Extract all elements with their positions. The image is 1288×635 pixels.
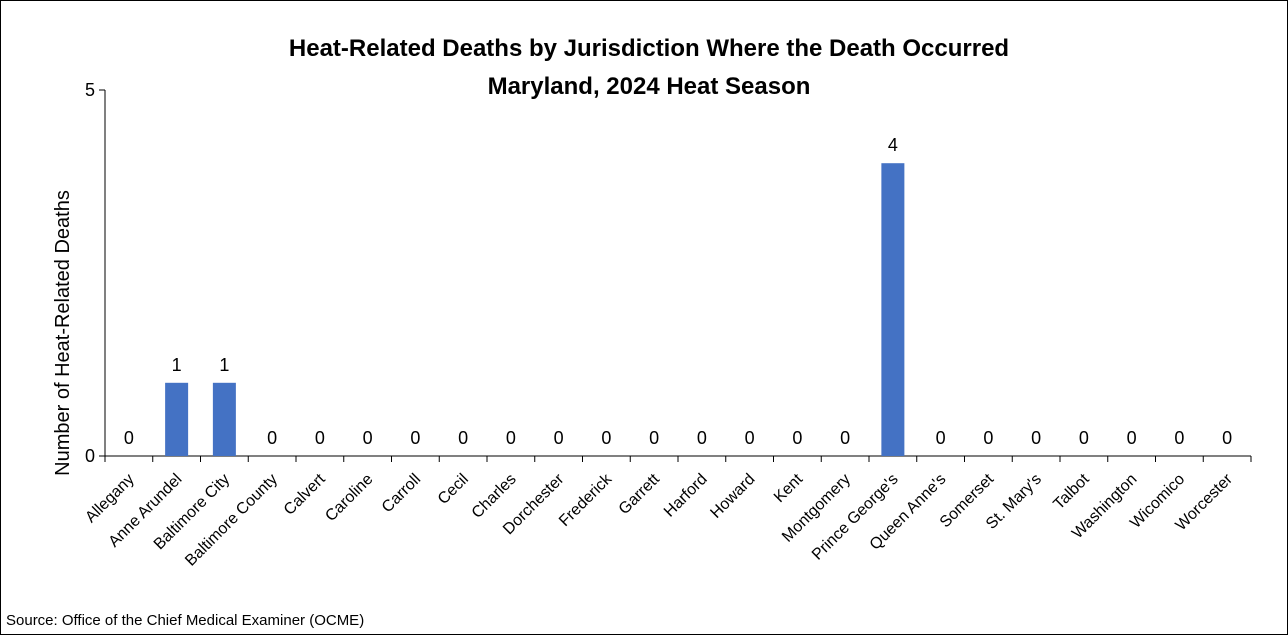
- data-label: 0: [792, 428, 802, 448]
- category-label: Howard: [707, 471, 758, 522]
- y-tick-label: 5: [85, 80, 95, 100]
- data-label: 0: [506, 428, 516, 448]
- data-label: 0: [124, 428, 134, 448]
- category-label: Prince George's: [809, 471, 902, 564]
- data-label: 0: [267, 428, 277, 448]
- data-label: 4: [888, 135, 898, 155]
- data-label: 0: [1079, 428, 1089, 448]
- category-label: Kent: [771, 470, 807, 506]
- bar: [881, 163, 905, 456]
- data-label: 0: [840, 428, 850, 448]
- category-label: Garrett: [616, 470, 664, 518]
- category-label: Carroll: [379, 471, 424, 516]
- data-label: 0: [1031, 428, 1041, 448]
- bar: [165, 382, 189, 456]
- data-label: 0: [983, 428, 993, 448]
- category-label: Calvert: [281, 470, 329, 518]
- category-label: Caroline: [322, 471, 376, 525]
- category-label: Baltimore County: [182, 471, 281, 570]
- category-label: Frederick: [556, 470, 616, 530]
- data-label: 0: [410, 428, 420, 448]
- data-label: 0: [1222, 428, 1232, 448]
- bars: [165, 163, 905, 456]
- chart-title-line-1: Heat-Related Deaths by Jurisdiction Wher…: [289, 35, 1009, 62]
- category-label: Harford: [661, 471, 711, 521]
- category-label: Talbot: [1050, 470, 1093, 513]
- bar: [212, 382, 236, 456]
- data-label: 0: [1174, 428, 1184, 448]
- data-label: 0: [315, 428, 325, 448]
- data-label: 0: [697, 428, 707, 448]
- data-label: 0: [458, 428, 468, 448]
- data-label: 0: [601, 428, 611, 448]
- data-label: 0: [745, 428, 755, 448]
- data-label: 0: [554, 428, 564, 448]
- data-label: 0: [363, 428, 373, 448]
- data-label: 1: [219, 355, 229, 375]
- category-label: Cecil: [435, 471, 472, 508]
- y-axis-title: Number of Heat-Related Deaths: [52, 190, 74, 476]
- data-label: 1: [172, 355, 182, 375]
- y-tick-label: 0: [85, 446, 95, 466]
- data-label: 0: [936, 428, 946, 448]
- chart-title-line-2: Maryland, 2024 Heat Season: [488, 73, 811, 100]
- axes: 05: [85, 80, 1252, 466]
- data-label: 0: [1127, 428, 1137, 448]
- data-label: 0: [649, 428, 659, 448]
- source-note: Source: Office of the Chief Medical Exam…: [6, 612, 365, 629]
- data-labels: 0 1 1 0 0 0 0 0 0 0 0 0 0 0 0 0 4 0 0 0 0 0 0 0: [124, 135, 1232, 448]
